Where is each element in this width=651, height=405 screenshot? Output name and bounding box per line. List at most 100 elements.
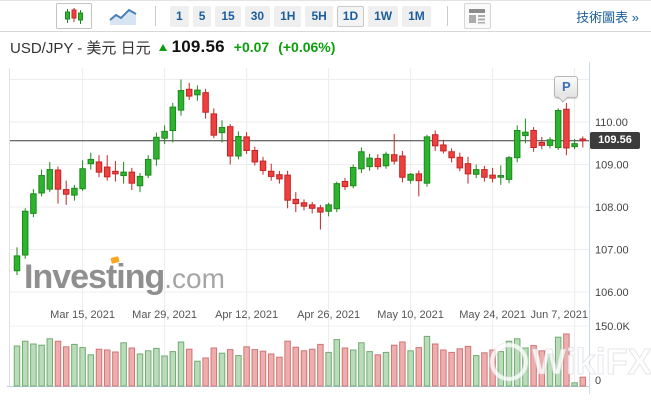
timeframe-button-15[interactable]: 15 bbox=[215, 5, 241, 27]
candle-body bbox=[120, 171, 127, 177]
timeframe-button-5[interactable]: 5 bbox=[192, 5, 212, 27]
volume-bar bbox=[251, 349, 259, 387]
candle-body bbox=[202, 92, 209, 113]
price-axis-label: 110.00 bbox=[595, 117, 628, 129]
candle-body bbox=[448, 151, 455, 159]
chart-toolbar: 1 5 15 30 1H 5H 1D 1W 1M 技術圖表 » bbox=[0, 0, 651, 32]
instrument-header: USD/JPY - 美元 日元 109.56 +0.07 (+0.06%) bbox=[0, 32, 651, 62]
volume-bar bbox=[194, 360, 201, 387]
line-chart-type-button[interactable] bbox=[105, 3, 141, 29]
date-axis-label: May 10, 2021 bbox=[377, 309, 444, 321]
timeframe-button-1D[interactable]: 1D bbox=[336, 5, 365, 27]
candle-body bbox=[522, 131, 529, 137]
timeframe-button-30[interactable]: 30 bbox=[244, 5, 271, 27]
wikifx-logo-icon bbox=[490, 343, 528, 381]
volume-bar bbox=[464, 345, 472, 387]
candle-body bbox=[185, 88, 193, 97]
volume-bar bbox=[95, 348, 103, 387]
price-axis: 110.00 109.00 108.00 107.00 106.00 bbox=[595, 117, 629, 299]
candle-body bbox=[38, 175, 45, 194]
candle-body bbox=[571, 143, 578, 148]
date-axis: Mar 15, 2021 Mar 29, 2021 Apr 12, 2021 Apr … bbox=[50, 309, 588, 321]
candle-body bbox=[554, 110, 562, 148]
timeframe-button-5H[interactable]: 5H bbox=[305, 5, 333, 27]
wikifx-text: WikiFX bbox=[532, 341, 651, 383]
gridlines bbox=[10, 68, 589, 386]
volume-bar bbox=[169, 351, 177, 387]
volume-bar bbox=[276, 356, 283, 387]
volume-bar bbox=[415, 347, 423, 387]
volume-bar bbox=[243, 346, 250, 387]
volume-bar bbox=[538, 350, 546, 387]
candle-body bbox=[399, 155, 406, 178]
candle-body bbox=[95, 161, 103, 173]
volume-bar bbox=[382, 351, 390, 387]
candle-body bbox=[505, 157, 513, 180]
candle-body bbox=[210, 113, 218, 136]
volume-bar bbox=[456, 348, 464, 387]
volume-bar bbox=[423, 335, 431, 387]
candle-body bbox=[276, 174, 283, 180]
volume-bar bbox=[259, 350, 267, 387]
candle-body bbox=[308, 204, 316, 209]
candle-body bbox=[251, 149, 259, 163]
news-panel-button[interactable] bbox=[463, 3, 491, 29]
candle-body bbox=[390, 154, 398, 162]
candle-body bbox=[374, 158, 382, 168]
volume-bar bbox=[472, 355, 480, 387]
volume-bar bbox=[103, 349, 111, 387]
last-price: 109.56 bbox=[171, 37, 225, 56]
candle-body bbox=[218, 127, 226, 134]
price-change: +0.07 bbox=[233, 39, 270, 55]
volume-bar bbox=[87, 354, 95, 387]
volume-bar bbox=[54, 340, 62, 387]
candle-body bbox=[194, 89, 201, 96]
volume-bar bbox=[325, 351, 332, 387]
volume-bar bbox=[358, 342, 365, 387]
candle-body bbox=[530, 130, 537, 148]
date-axis-label: Apr 26, 2021 bbox=[297, 309, 360, 321]
timeframe-selector: 1 5 15 30 1H 5H 1D 1W 1M bbox=[168, 5, 433, 27]
technical-chart-link[interactable]: 技術圖表 » bbox=[576, 9, 639, 25]
candle-body bbox=[300, 202, 308, 207]
timeframe-button-1M[interactable]: 1M bbox=[402, 5, 431, 27]
volume-bar bbox=[235, 355, 242, 387]
candle-body bbox=[382, 153, 390, 167]
volume-bar bbox=[530, 345, 537, 387]
volume-bar bbox=[399, 341, 406, 387]
date-axis-label: Apr 12, 2021 bbox=[215, 309, 278, 321]
date-axis-label: Mar 15, 2021 bbox=[50, 309, 115, 321]
volume-bar bbox=[333, 339, 341, 387]
price-axis-label: 106.00 bbox=[595, 287, 629, 299]
timeframe-button-1W[interactable]: 1W bbox=[368, 5, 399, 27]
volume-bar bbox=[546, 353, 554, 387]
volume-bar bbox=[112, 351, 119, 387]
candle-body bbox=[153, 136, 160, 160]
candle-body bbox=[538, 141, 546, 146]
candle-body bbox=[161, 130, 168, 139]
timeframe-button-1[interactable]: 1 bbox=[170, 5, 189, 27]
volume-bar bbox=[62, 346, 70, 387]
candle-body bbox=[13, 255, 21, 272]
candle-body bbox=[317, 207, 324, 213]
candle-body bbox=[136, 175, 144, 187]
candle-body bbox=[440, 144, 447, 152]
volume-bar bbox=[21, 340, 29, 387]
volume-bar bbox=[563, 333, 570, 387]
candle-body bbox=[21, 210, 29, 256]
volume-bar bbox=[341, 347, 349, 387]
timeframe-button-1H[interactable]: 1H bbox=[274, 5, 302, 27]
volume-bar bbox=[481, 352, 488, 387]
candlestick-chart-type-button[interactable] bbox=[56, 3, 92, 29]
volume-bar bbox=[308, 348, 316, 387]
volume-axis-label: 150.0K bbox=[595, 321, 631, 333]
date-axis-label: May 24, 2021 bbox=[459, 309, 526, 321]
volume-bar bbox=[71, 343, 78, 387]
volume-bar bbox=[390, 344, 398, 387]
volume-bar bbox=[13, 345, 21, 387]
volume-bar bbox=[120, 342, 127, 387]
volume-bar bbox=[210, 347, 218, 387]
position-marker[interactable]: P bbox=[554, 75, 579, 98]
volume-bar bbox=[440, 349, 447, 387]
